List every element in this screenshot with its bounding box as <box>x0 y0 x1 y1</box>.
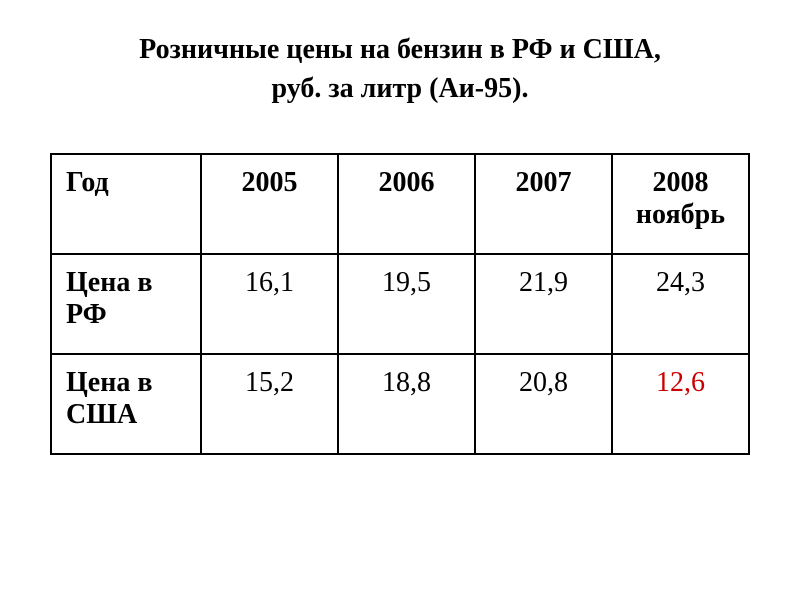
year-cell: 2007 <box>475 154 612 254</box>
year-cell: 2006 <box>338 154 475 254</box>
price-table: Год 2005 2006 2007 2008 ноябрь Цена в РФ… <box>50 153 750 455</box>
year-cell: 2005 <box>201 154 338 254</box>
table-row: Цена в США 15,2 18,8 20,8 12,6 <box>51 354 749 454</box>
title-line-2: руб. за литр (Аи-95). <box>272 73 529 104</box>
value-cell: 19,5 <box>338 254 475 354</box>
row-label: Цена в США <box>51 354 201 454</box>
value-cell: 15,2 <box>201 354 338 454</box>
year-cell: 2008 ноябрь <box>612 154 749 254</box>
value-cell: 18,8 <box>338 354 475 454</box>
title-line-1: Розничные цены на бензин в РФ и США, <box>139 34 661 65</box>
table-row: Цена в РФ 16,1 19,5 21,9 24,3 <box>51 254 749 354</box>
value-cell: 21,9 <box>475 254 612 354</box>
value-cell: 16,1 <box>201 254 338 354</box>
value-cell: 24,3 <box>612 254 749 354</box>
table-header-row: Год 2005 2006 2007 2008 ноябрь <box>51 154 749 254</box>
row-label: Цена в РФ <box>51 254 201 354</box>
header-label: Год <box>51 154 201 254</box>
value-cell-highlight: 12,6 <box>612 354 749 454</box>
page-title: Розничные цены на бензин в РФ и США, руб… <box>50 30 750 108</box>
value-cell: 20,8 <box>475 354 612 454</box>
